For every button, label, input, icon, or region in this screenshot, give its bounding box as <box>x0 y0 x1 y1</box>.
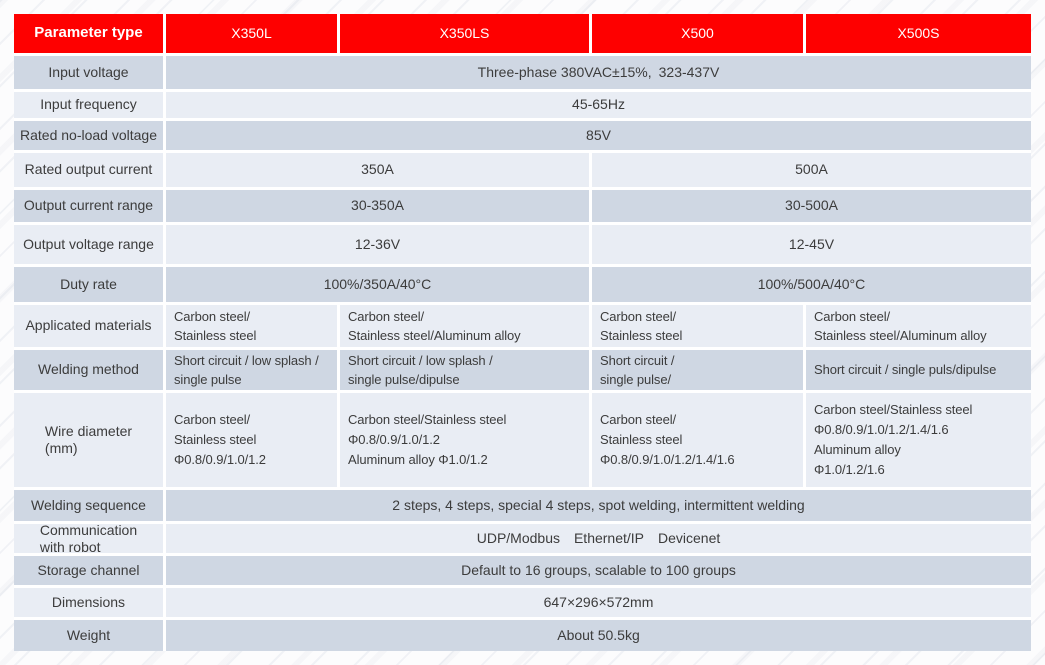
cell-applicated-materials-x350ls: Carbon steel/ Stainless steel/Aluminum a… <box>340 305 589 347</box>
cell-output-voltage-range-x350: 12-36V <box>166 225 589 264</box>
row-label-communication-with-robot: Communication with robot <box>14 522 163 555</box>
cell-storage-channel-value: Default to 16 groups, scalable to 100 gr… <box>166 556 1031 585</box>
cell-applicated-materials-x500s: Carbon steel/ Stainless steel/Aluminum a… <box>806 305 1031 347</box>
row-label-rated-output-current: Rated output current <box>14 153 163 187</box>
cell-wire-diameter-x500s: Carbon steel/Stainless steel Φ0.8/0.9/1.… <box>806 393 1031 487</box>
cell-dimensions-value: 647×296×572mm <box>166 588 1031 617</box>
cell-welding-method-x350l: Short circuit / low splash / single puls… <box>166 350 337 390</box>
row-label-output-current-range: Output current range <box>14 190 163 222</box>
cell-applicated-materials-x350l: Carbon steel/ Stainless steel <box>166 305 337 347</box>
header-parameter-type: Parameter type <box>14 14 163 53</box>
cell-welding-method-x500: Short circuit / single pulse/ <box>592 350 803 390</box>
row-label-dimensions: Dimensions <box>14 588 163 617</box>
cell-applicated-materials-x500: Carbon steel/ Stainless steel <box>592 305 803 347</box>
row-label-storage-channel: Storage channel <box>14 556 163 585</box>
row-label-wire-diameter: Wire diameter (mm) <box>14 393 163 487</box>
row-label-rated-no-load-voltage: Rated no-load voltage <box>14 121 163 150</box>
cell-wire-diameter-x350l: Carbon steel/ Stainless steel Φ0.8/0.9/1… <box>166 393 337 487</box>
cell-welding-method-x350ls: Short circuit / low splash / single puls… <box>340 350 589 390</box>
cell-input-voltage-value: Three-phase 380VAC±15%, 323-437V <box>166 56 1031 89</box>
cell-output-current-range-x350: 30-350A <box>166 190 589 222</box>
cell-rated-output-current-x350: 350A <box>166 153 589 187</box>
row-label-duty-rate: Duty rate <box>14 267 163 302</box>
header-model-x350ls: X350LS <box>340 14 589 53</box>
row-label-welding-method: Welding method <box>14 350 163 390</box>
cell-duty-rate-x500: 100%/500A/40°C <box>592 267 1031 302</box>
cell-input-frequency-value: 45-65Hz <box>166 92 1031 118</box>
header-model-x350l: X350L <box>166 14 337 53</box>
header-model-x500: X500 <box>592 14 803 53</box>
cell-weight-value: About 50.5kg <box>166 620 1031 651</box>
row-label-output-voltage-range: Output voltage range <box>14 225 163 264</box>
row-label-welding-sequence: Welding sequence <box>14 490 163 521</box>
row-label-weight: Weight <box>14 620 163 651</box>
spec-table: Parameter type X350L X350LS X500 X500S I… <box>14 14 1031 651</box>
cell-welding-sequence-value: 2 steps, 4 steps, special 4 steps, spot … <box>166 490 1031 521</box>
header-model-x500s: X500S <box>806 14 1031 53</box>
cell-welding-method-x500s: Short circuit / single puls/dipulse <box>806 350 1031 390</box>
row-label-input-voltage: Input voltage <box>14 56 163 89</box>
cell-duty-rate-x350: 100%/350A/40°C <box>166 267 589 302</box>
cell-rated-no-load-voltage-value: 85V <box>166 121 1031 150</box>
row-label-input-frequency: Input frequency <box>14 92 163 118</box>
cell-wire-diameter-x500: Carbon steel/ Stainless steel Φ0.8/0.9/1… <box>592 393 803 487</box>
cell-output-voltage-range-x500: 12-45V <box>592 225 1031 264</box>
cell-output-current-range-x500: 30-500A <box>592 190 1031 222</box>
cell-wire-diameter-x350ls: Carbon steel/Stainless steel Φ0.8/0.9/1.… <box>340 393 589 487</box>
cell-rated-output-current-x500: 500A <box>592 153 1031 187</box>
row-label-applicated-materials: Applicated materials <box>14 305 163 347</box>
cell-communication-with-robot-value: UDP/Modbus Ethernet/IP Devicenet <box>166 524 1031 553</box>
